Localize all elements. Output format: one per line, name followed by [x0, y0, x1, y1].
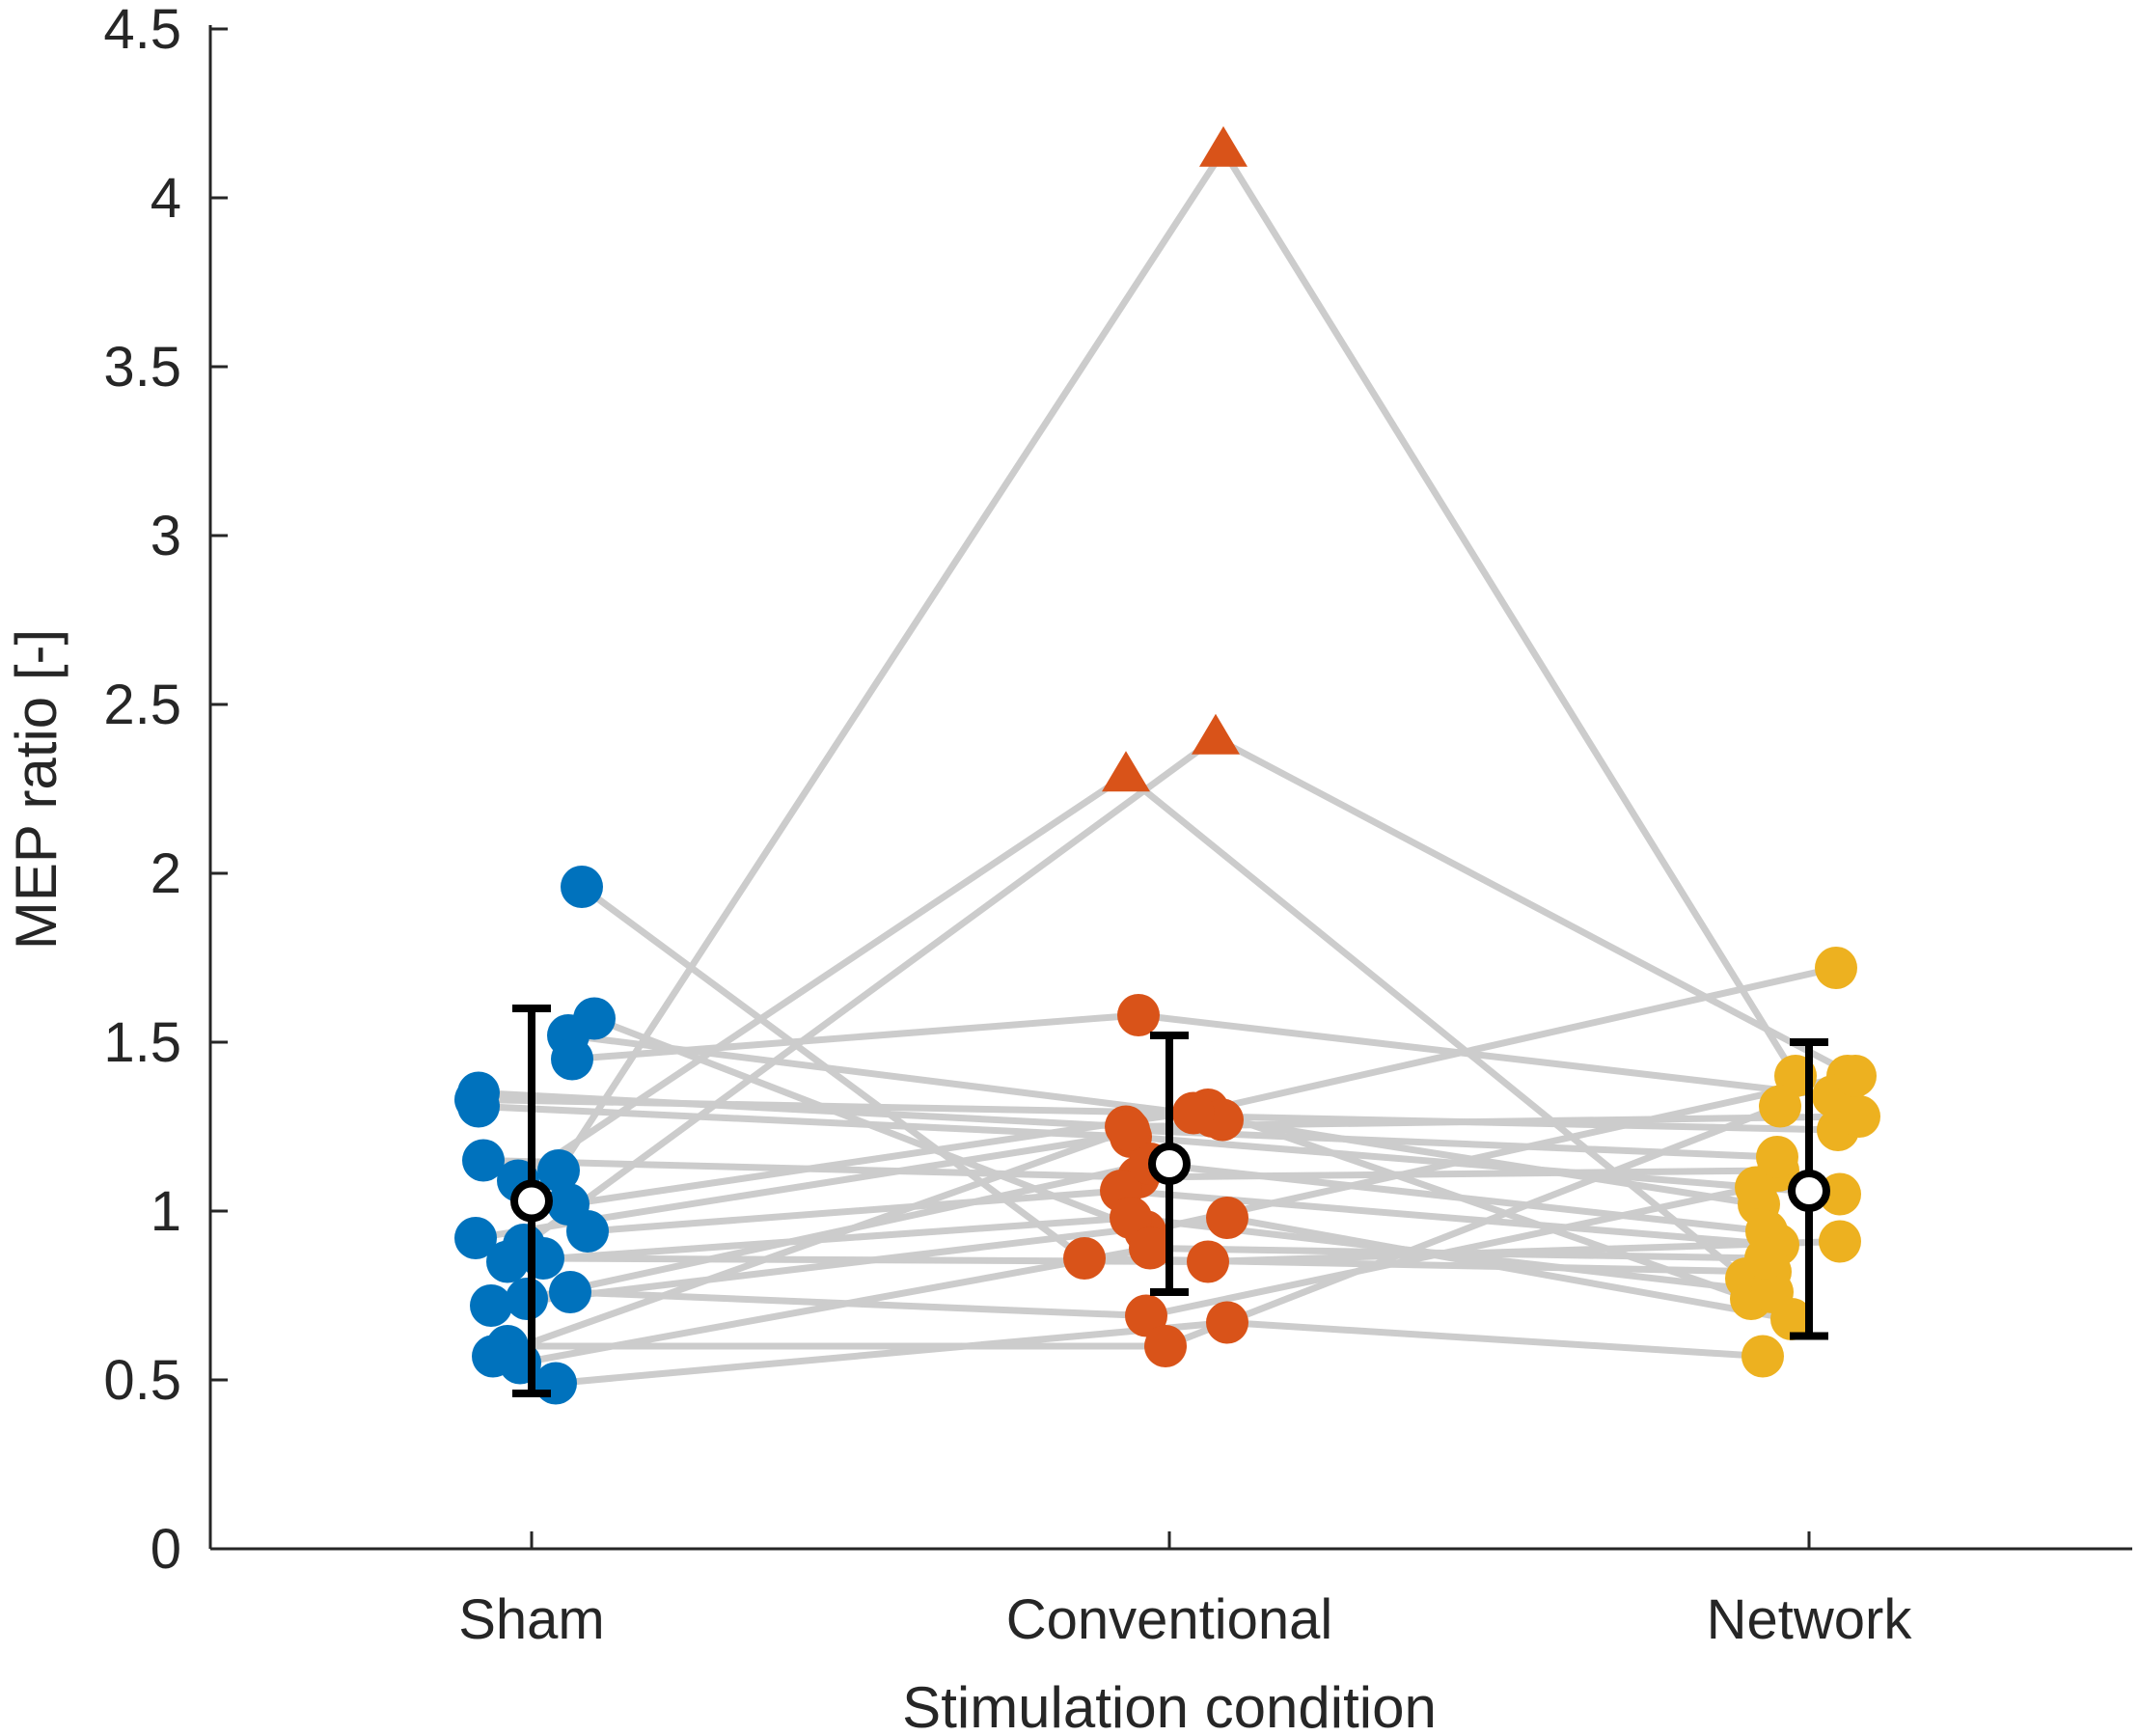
data-point-sham — [486, 1240, 529, 1283]
axes-group: 0 0.5 1 1.5 2 2.5 3 3.5 4 4.5 Sham Conventional Netw… — [103, 0, 2132, 1651]
data-point-sham — [549, 1271, 591, 1313]
data-point-conventional — [1206, 1197, 1248, 1239]
data-point-sham — [566, 1210, 609, 1253]
data-point-network — [1838, 1095, 1880, 1138]
y-tick-label: 4.5 — [103, 0, 181, 61]
data-point-sham — [561, 866, 603, 908]
x-tick-label-conventional: Conventional — [1006, 1588, 1333, 1651]
data-point-conventional — [1117, 994, 1160, 1036]
mean-marker-network — [1788, 1170, 1830, 1212]
data-point-sham — [470, 1284, 512, 1327]
y-tick-label: 3.5 — [103, 336, 181, 399]
data-point-network — [1759, 1085, 1801, 1128]
data-point-network — [1756, 1136, 1798, 1178]
y-tick-label: 2.5 — [103, 674, 181, 736]
y-tick-label: 0.5 — [103, 1349, 181, 1412]
data-point-network — [1741, 1335, 1784, 1378]
data-point-sham — [535, 1362, 577, 1405]
data-point-conventional — [1172, 1091, 1215, 1135]
data-point-conventional — [1129, 1226, 1171, 1270]
outlier-triangle-conventional — [1192, 713, 1240, 755]
y-tick-label: 2 — [151, 842, 181, 905]
data-points-group — [454, 125, 1880, 1405]
data-point-conventional — [1187, 1240, 1229, 1283]
data-point-network — [1834, 1055, 1877, 1097]
data-point-network — [1735, 1166, 1777, 1209]
data-point-conventional — [1110, 1197, 1152, 1239]
data-point-sham — [506, 1278, 548, 1320]
y-tick-label: 1.5 — [103, 1011, 181, 1074]
data-point-conventional — [1144, 1325, 1187, 1367]
data-point-sham — [454, 1217, 497, 1259]
x-tick-label-network: Network — [1707, 1588, 1913, 1651]
data-point-sham — [551, 1037, 593, 1081]
summary-group — [510, 1005, 1830, 1397]
data-point-network — [1819, 1220, 1861, 1263]
x-axis-title: Stimulation condition — [902, 1675, 1437, 1736]
data-point-conventional — [1108, 1109, 1150, 1151]
data-point-network — [1815, 947, 1857, 989]
data-point-conventional — [1125, 1294, 1167, 1337]
data-point-network — [1744, 1237, 1787, 1280]
outlier-triangle-conventional — [1199, 125, 1248, 167]
y-tick-label: 1 — [151, 1180, 181, 1243]
data-point-sham — [537, 1149, 580, 1192]
data-point-network — [1770, 1298, 1813, 1340]
data-point-network — [1819, 1172, 1861, 1216]
x-tick-label-sham: Sham — [458, 1588, 605, 1651]
data-point-conventional — [1063, 1237, 1106, 1280]
data-point-sham — [462, 1139, 505, 1182]
y-axis-title: MEP ratio [-] — [4, 629, 69, 950]
outlier-triangle-conventional — [1102, 751, 1150, 792]
y-tick-label: 0 — [151, 1518, 181, 1581]
data-point-conventional — [1206, 1301, 1248, 1344]
mean-marker-sham — [510, 1179, 553, 1223]
data-point-sham — [454, 1078, 497, 1121]
y-tick-label: 4 — [151, 167, 181, 230]
mean-marker-conventional — [1148, 1143, 1191, 1185]
y-tick-label: 3 — [151, 505, 181, 567]
